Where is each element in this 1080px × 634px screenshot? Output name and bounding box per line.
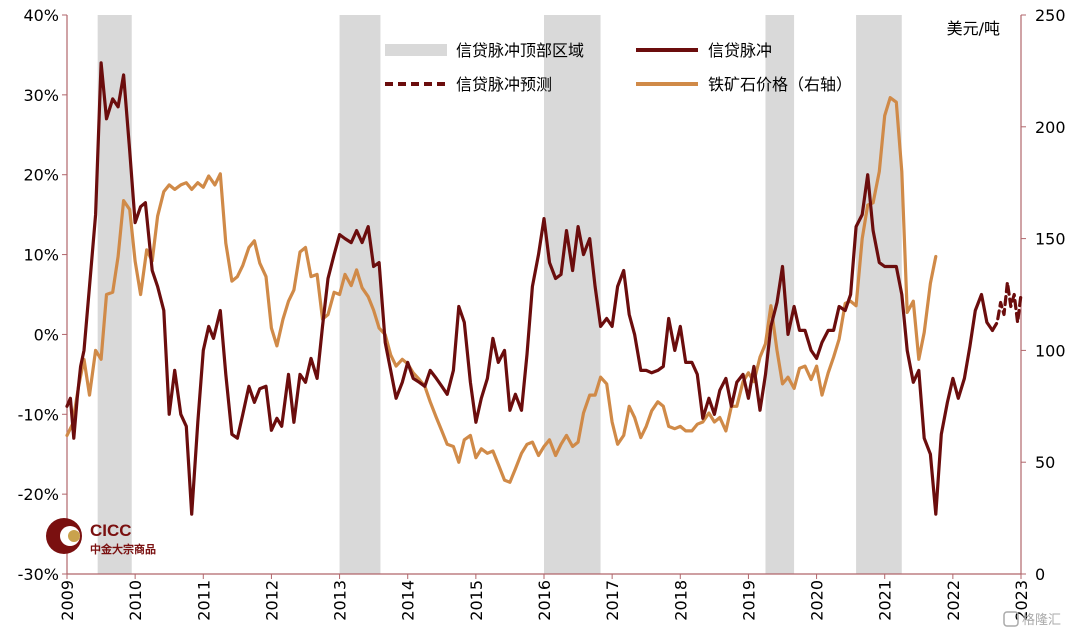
left-tick-label: 10%: [23, 246, 59, 265]
x-tick-label: 2019: [739, 580, 758, 621]
x-tick-label: 2021: [876, 580, 895, 621]
shaded-region: [339, 15, 381, 574]
x-tick-label: 2023: [1012, 580, 1031, 621]
axes: [62, 14, 1026, 579]
left-tick-label: 40%: [23, 6, 59, 25]
series-iron-ore-price: [65, 96, 938, 484]
left-tick-label: -10%: [18, 405, 59, 424]
right-tick-label: 100: [1035, 341, 1066, 360]
legend-label-credit: 信贷脉冲: [708, 41, 772, 60]
x-tick-label: 2012: [262, 580, 281, 621]
x-tick-label: 2018: [671, 580, 690, 621]
x-tick-label: 2010: [126, 580, 145, 621]
watermark: 格隆汇: [1003, 611, 1061, 628]
left-tick-label: 0%: [34, 325, 59, 344]
right-axis-unit: 美元/吨: [947, 19, 1000, 38]
right-tick-label: 200: [1035, 118, 1066, 137]
x-tick-label: 2014: [399, 580, 418, 621]
right-tick-label: 50: [1035, 453, 1055, 472]
legend-swatch-shade: [385, 44, 447, 56]
watermark-text: 格隆汇: [1022, 612, 1061, 628]
right-tick-label: 0: [1035, 565, 1045, 584]
left-tick-label: -20%: [18, 485, 59, 504]
watermark-icon: [1003, 611, 1019, 627]
series-layer: [65, 61, 1023, 516]
shaded-regions: [97, 15, 902, 574]
x-tick-label: 2015: [467, 580, 486, 621]
x-tick-label: 2011: [194, 580, 213, 621]
x-tick-label: 2013: [331, 580, 350, 621]
x-tick-label: 2016: [535, 580, 554, 621]
legend-label-shade: 信贷脉冲顶部区域: [456, 41, 584, 60]
legend-label-forecast: 信贷脉冲预测: [456, 75, 552, 94]
logo: CICC 中金大宗商品: [46, 518, 156, 556]
series-credit-forecast: [990, 280, 1023, 332]
logo-subtitle: 中金大宗商品: [90, 542, 156, 556]
logo-text: CICC: [90, 521, 132, 540]
right-tick-label: 250: [1035, 6, 1066, 25]
legend-label-iron: 铁矿石价格（右轴）: [708, 75, 852, 94]
shaded-region: [856, 15, 902, 574]
shaded-region: [544, 15, 601, 574]
legend: 信贷脉冲顶部区域 信贷脉冲 信贷脉冲预测 铁矿石价格（右轴）: [385, 41, 852, 94]
left-tick-label: 20%: [23, 166, 59, 185]
x-tick-label: 2020: [808, 580, 827, 621]
right-tick-label: 150: [1035, 230, 1066, 249]
x-tick-label: 2017: [603, 580, 622, 621]
tick-labels: -30% -20% -10% 0% 10% 20% 30% 40% 0 50 100 150 200 25…: [18, 6, 1066, 621]
left-tick-label: 30%: [23, 86, 59, 105]
x-tick-label: 2009: [58, 580, 77, 621]
left-tick-label: -30%: [18, 565, 59, 584]
x-tick-label: 2022: [944, 580, 963, 621]
series-credit-pulse: [65, 61, 994, 516]
